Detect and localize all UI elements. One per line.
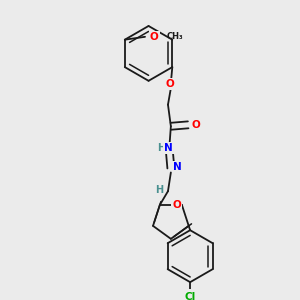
- Text: N: N: [164, 143, 173, 153]
- Text: O: O: [150, 32, 159, 42]
- Text: N: N: [173, 162, 182, 172]
- Text: CH₃: CH₃: [167, 32, 183, 41]
- Text: O: O: [165, 80, 174, 89]
- Text: O: O: [191, 120, 200, 130]
- Text: Cl: Cl: [184, 292, 196, 300]
- Text: H: H: [155, 185, 164, 195]
- Text: O: O: [172, 200, 181, 210]
- Text: H: H: [157, 143, 165, 153]
